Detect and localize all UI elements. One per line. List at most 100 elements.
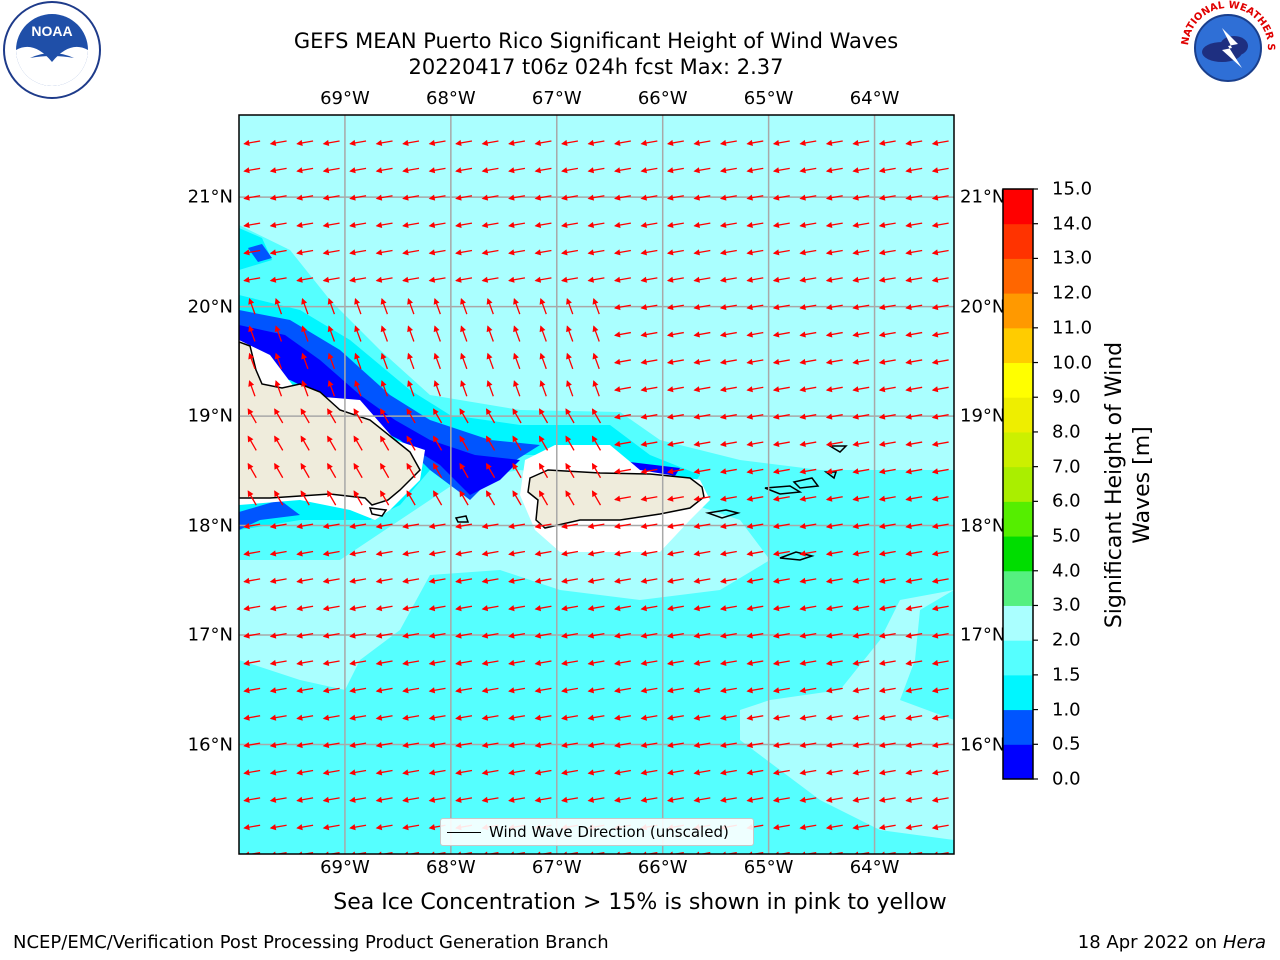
wave-direction-arrow: [456, 550, 473, 555]
wave-direction-arrowhead: [512, 490, 519, 498]
wave-direction-arrow: [297, 660, 314, 665]
wave-direction-arrow: [487, 326, 494, 342]
wave-direction-arrowhead: [349, 632, 356, 639]
wave-direction-arrowhead: [640, 605, 648, 612]
wave-direction-arrowhead: [852, 249, 859, 256]
wave-direction-arrowhead: [587, 577, 595, 584]
wave-direction-arrow: [456, 797, 473, 802]
wave-direction-arrowhead: [243, 139, 250, 146]
wave-direction-arrowhead: [322, 769, 330, 776]
wave-direction-arrow: [826, 140, 843, 145]
wave-direction-arrowhead: [481, 659, 489, 666]
wave-direction-arrow: [429, 769, 446, 774]
wave-direction-arrowhead: [300, 462, 307, 470]
wave-direction-arrow: [932, 277, 949, 282]
wave-direction-arrow: [906, 140, 923, 145]
wave-direction-arrow: [720, 249, 737, 254]
wave-direction-arrow: [513, 353, 521, 370]
wave-direction-arrow: [720, 605, 737, 610]
wave-direction-arrowhead: [799, 276, 806, 283]
wave-direction-arrow: [619, 851, 631, 854]
wave-direction-arrow: [566, 298, 574, 315]
wave-direction-arrowhead: [481, 796, 489, 803]
wave-direction-arrowhead: [353, 408, 360, 415]
wave-direction-arrow: [667, 167, 684, 172]
wave-direction-arrow: [297, 578, 314, 583]
wave-direction-arrow: [297, 277, 314, 282]
wave-direction-arrow: [482, 769, 499, 774]
wave-direction-arrowhead: [402, 139, 409, 146]
wave-direction-arrow: [350, 769, 367, 774]
wave-direction-arrowhead: [693, 276, 700, 283]
wave-direction-arrowhead: [640, 687, 648, 694]
colorbar-segment: [1003, 674, 1033, 711]
wave-direction-arrow: [853, 769, 870, 774]
wave-direction-arrowhead: [587, 796, 595, 803]
wave-direction-arrowhead: [274, 352, 281, 360]
wave-direction-arrowhead: [666, 386, 674, 393]
wave-direction-arrowhead: [269, 523, 277, 530]
wave-direction-arrowhead: [561, 742, 568, 749]
wave-direction-arrowhead: [905, 632, 912, 639]
wave-direction-arrow: [248, 851, 261, 854]
wave-direction-arrow: [535, 277, 552, 282]
wave-direction-arrow: [248, 298, 256, 315]
wave-direction-arrowhead: [508, 796, 515, 803]
wave-direction-arrow: [535, 633, 552, 638]
wave-direction-arrow: [800, 797, 817, 802]
wave-direction-arrow: [800, 249, 817, 254]
wave-direction-arrow: [403, 769, 420, 774]
wave-direction-arrowhead: [614, 249, 621, 256]
wave-direction-arrow: [932, 633, 949, 638]
wave-direction-arrowhead: [719, 358, 727, 365]
wave-direction-arrow: [720, 277, 737, 282]
wind-wave-direction-arrows: [243, 139, 949, 854]
wave-direction-arrow: [773, 304, 790, 309]
wave-direction-arrow: [826, 523, 843, 528]
wave-direction-arrow: [826, 386, 843, 391]
wave-direction-arrow: [244, 660, 261, 665]
wave-direction-arrow: [800, 715, 817, 720]
wave-direction-arrowhead: [406, 490, 413, 498]
wave-direction-arrow: [853, 687, 870, 692]
wave-direction-arrow: [328, 298, 336, 315]
wave-direction-arrowhead: [380, 352, 387, 360]
wave-direction-arrow: [773, 769, 790, 774]
wave-direction-arrowhead: [354, 352, 361, 360]
wave-direction-arrow: [932, 249, 949, 254]
wave-direction-arrow: [641, 249, 658, 254]
wave-direction-arrow: [509, 797, 526, 802]
wave-direction-arrowhead: [296, 714, 303, 721]
wave-direction-arrowhead: [772, 605, 780, 612]
wave-direction-arrowhead: [375, 221, 383, 229]
wave-direction-arrow: [641, 468, 658, 473]
wave-direction-arrow: [614, 331, 631, 336]
wave-direction-arrow: [403, 605, 420, 610]
wave-direction-arrowhead: [905, 659, 912, 666]
wave-direction-arrow: [376, 633, 393, 638]
colorbar-tick-label: 11.0: [1052, 317, 1093, 339]
wave-direction-arrow: [932, 441, 949, 446]
wave-direction-arrow: [853, 742, 870, 747]
wave-direction-arrow: [350, 222, 367, 227]
wave-direction-arrow: [826, 195, 843, 200]
wave-direction-arrowhead: [666, 742, 674, 749]
wave-direction-arrowhead: [614, 194, 621, 201]
wave-direction-arrowhead: [746, 605, 753, 612]
wave-direction-arrow: [323, 195, 340, 200]
wave-direction-arrow: [591, 463, 602, 479]
wave-direction-arrowhead: [428, 824, 436, 831]
wave-direction-arrowhead: [296, 824, 303, 831]
wave-direction-arrow: [773, 359, 790, 364]
footer-credit: NCEP/EMC/Verification Post Processing Pr…: [13, 932, 609, 953]
wave-direction-arrowhead: [825, 221, 833, 229]
wave-direction-arrow: [853, 468, 870, 473]
wave-direction-arrowhead: [931, 276, 939, 283]
wave-direction-arrowhead: [719, 577, 727, 584]
wave-direction-arrowhead: [592, 352, 599, 360]
wave-direction-arrow: [906, 605, 923, 610]
wave-direction-arrowhead: [905, 796, 912, 803]
wave-direction-arrow: [906, 769, 923, 774]
wave-direction-arrowhead: [300, 490, 307, 498]
wave-direction-arrow: [403, 797, 420, 802]
